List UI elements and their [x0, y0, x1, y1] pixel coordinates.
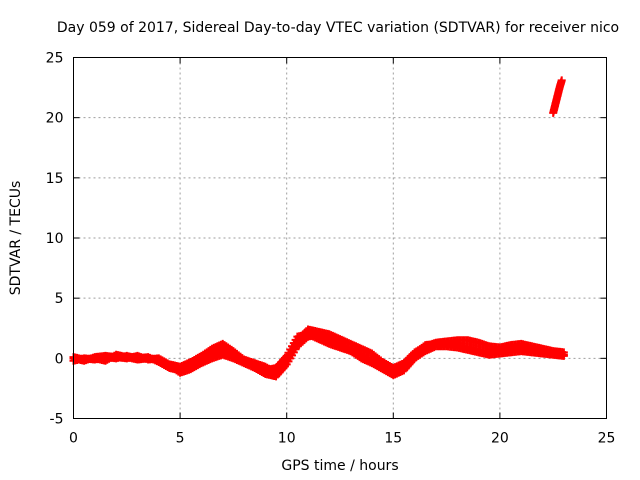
- y-axis-label: SDTVAR / TECUs: [8, 181, 24, 296]
- data-point: [559, 351, 568, 360]
- x-tick-label: 15: [384, 431, 402, 447]
- plot-frame: [73, 57, 607, 419]
- series-track-4: [549, 76, 566, 117]
- chart-title: Day 059 of 2017, Sidereal Day-to-day VTE…: [57, 20, 619, 36]
- data-point: [557, 76, 566, 85]
- y-axis-ticks: -5 0 5 10 15 20 25: [46, 51, 607, 428]
- y-tick-label: 0: [55, 351, 64, 367]
- x-axis-ticks: 0 5 10 15 20 25: [69, 57, 616, 447]
- x-tick-label: 5: [176, 431, 185, 447]
- y-tick-label: 20: [46, 111, 64, 127]
- x-tick-label: 20: [491, 431, 509, 447]
- plot-area: [69, 76, 568, 381]
- y-tick-label: -5: [50, 412, 64, 428]
- x-tick-label: 0: [69, 431, 78, 447]
- series-track-3: [69, 330, 568, 381]
- x-tick-label: 10: [278, 431, 296, 447]
- x-axis-label: GPS time / hours: [281, 458, 398, 474]
- y-tick-label: 10: [46, 231, 64, 247]
- y-tick-label: 5: [55, 291, 64, 307]
- grid: [73, 57, 607, 419]
- y-tick-label: 25: [46, 51, 64, 67]
- y-tick-label: 15: [46, 171, 64, 187]
- x-tick-label: 25: [598, 431, 616, 447]
